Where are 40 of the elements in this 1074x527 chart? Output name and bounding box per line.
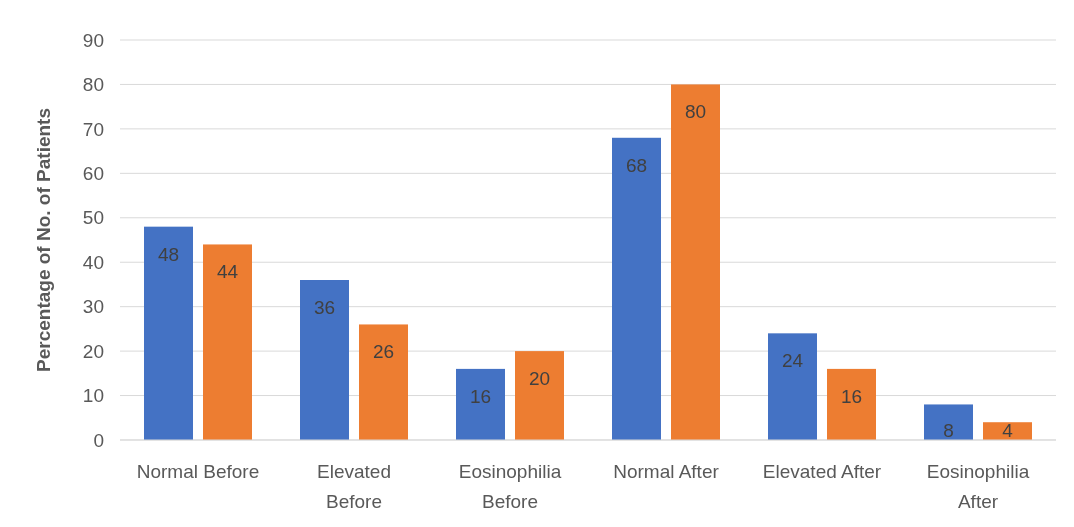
bar — [515, 351, 564, 440]
y-tick-label: 10 — [82, 385, 104, 407]
bar — [144, 226, 193, 440]
y-axis-title: Percentage of No. of Patients — [33, 108, 54, 372]
y-tick-label: 80 — [82, 74, 104, 96]
y-tick-label: 0 — [93, 429, 104, 451]
x-tick-label: Normal After — [613, 461, 720, 482]
bar — [671, 84, 720, 440]
y-tick-label: 70 — [82, 118, 104, 140]
data-label: 20 — [528, 368, 551, 390]
bar — [924, 404, 973, 440]
data-label: 16 — [469, 385, 492, 407]
data-label: 16 — [840, 385, 863, 407]
x-tick-label: Normal Before — [136, 461, 260, 482]
y-tick-label: 20 — [82, 340, 104, 362]
bar — [359, 324, 408, 440]
y-tick-label: 60 — [82, 162, 104, 184]
data-label: 36 — [313, 297, 336, 318]
x-tick-label: Elevated Before — [317, 461, 391, 512]
y-tick-label: 30 — [82, 296, 104, 318]
bar — [456, 368, 505, 440]
data-label: 26 — [372, 341, 395, 363]
bar — [768, 333, 817, 440]
x-tick-label: Elevated After — [762, 461, 882, 482]
bar — [300, 280, 349, 440]
bar — [203, 244, 252, 440]
data-label: 8 — [943, 420, 954, 441]
data-label: 80 — [684, 101, 707, 123]
bar — [827, 368, 876, 440]
data-label: 44 — [216, 261, 239, 283]
x-tick-label: Eosinophilia After — [926, 461, 1030, 512]
data-label: 24 — [781, 350, 804, 372]
data-label: 4 — [1002, 420, 1014, 441]
data-label: 48 — [157, 243, 180, 265]
y-tick-label: 40 — [82, 251, 104, 273]
x-tick-label: Eosinophilia Before — [458, 461, 562, 512]
y-tick-label: 90 — [82, 29, 104, 51]
data-label: 68 — [625, 154, 648, 176]
bar — [612, 137, 661, 440]
y-tick-label: 50 — [82, 207, 104, 229]
